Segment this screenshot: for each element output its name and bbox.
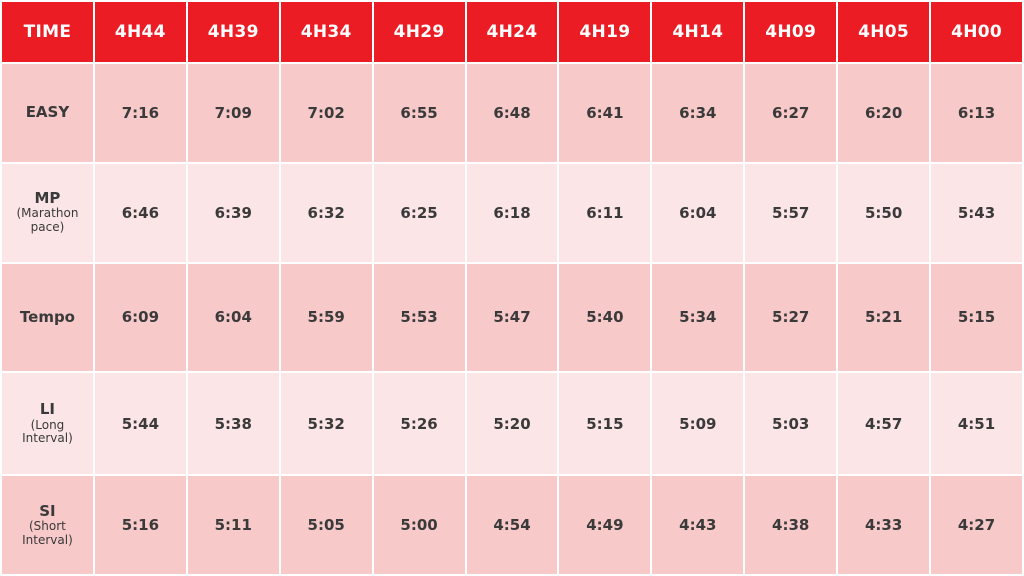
pace-cell: 6:13 [931, 64, 1022, 162]
row-label-main: EASY [25, 103, 70, 122]
pace-cell: 6:41 [559, 64, 651, 162]
row-label-main: MP [34, 189, 61, 208]
row-label-sub: (Long Interval) [22, 417, 73, 446]
pace-cell: 6:18 [466, 163, 558, 262]
pace-cell: 5:44 [94, 373, 186, 475]
pace-cell: 7:16 [94, 64, 186, 162]
pace-cell: 6:27 [745, 64, 837, 162]
pace-cell: 5:09 [652, 373, 744, 475]
row-label: EASY [2, 64, 93, 162]
pace-cell: 5:47 [466, 263, 558, 372]
pace-cell: 4:54 [466, 476, 558, 574]
header-time-cell: 4H09 [745, 2, 837, 62]
pace-cell: 5:11 [187, 476, 279, 574]
pace-cell: 5:21 [838, 263, 930, 372]
pace-cell: 7:09 [187, 64, 279, 162]
pace-cell: 7:02 [280, 64, 372, 162]
pace-row-mp: MP (Marathon pace) 6:46 6:39 6:32 6:25 6… [2, 163, 1022, 262]
pace-cell: 5:20 [466, 373, 558, 475]
pace-cell: 6:32 [280, 163, 372, 262]
row-label: Tempo [2, 263, 93, 372]
header-time-cell: 4H05 [838, 2, 930, 62]
pace-cell: 4:38 [745, 476, 837, 574]
header-time-cell: 4H39 [187, 2, 279, 62]
pace-cell: 5:00 [373, 476, 465, 574]
pace-cell: 5:26 [373, 373, 465, 475]
row-label-sub: (Short Interval) [22, 518, 73, 547]
pace-cell: 5:27 [745, 263, 837, 372]
pace-cell: 4:57 [838, 373, 930, 475]
pace-cell: 5:43 [931, 163, 1022, 262]
row-label-main: Tempo [19, 307, 75, 326]
header-time-cell: 4H19 [559, 2, 651, 62]
row-label: LI (Long Interval) [2, 373, 93, 475]
pace-cell: 4:27 [931, 476, 1022, 574]
pace-cell: 5:38 [187, 373, 279, 475]
pace-cell: 4:49 [559, 476, 651, 574]
pace-cell: 5:16 [94, 476, 186, 574]
row-label-main: LI [39, 400, 56, 419]
pace-cell: 6:39 [187, 163, 279, 262]
pace-cell: 5:40 [559, 263, 651, 372]
header-time-cell: 4H24 [466, 2, 558, 62]
header-time-cell: 4H44 [94, 2, 186, 62]
row-label-sub: (Marathon pace) [16, 206, 79, 235]
pace-cell: 6:34 [652, 64, 744, 162]
pace-cell: 5:57 [745, 163, 837, 262]
pace-cell: 6:25 [373, 163, 465, 262]
pace-cell: 5:50 [838, 163, 930, 262]
pace-cell: 5:34 [652, 263, 744, 372]
pace-row-li: LI (Long Interval) 5:44 5:38 5:32 5:26 5… [2, 373, 1022, 475]
pace-cell: 6:46 [94, 163, 186, 262]
header-time-cell: 4H14 [652, 2, 744, 62]
pace-cell: 5:53 [373, 263, 465, 372]
row-label: MP (Marathon pace) [2, 163, 93, 262]
pace-row-easy: EASY 7:16 7:09 7:02 6:55 6:48 6:41 6:34 … [2, 64, 1022, 162]
row-label: SI (Short Interval) [2, 476, 93, 574]
pace-cell: 4:43 [652, 476, 744, 574]
pace-row-tempo: Tempo 6:09 6:04 5:59 5:53 5:47 5:40 5:34… [2, 263, 1022, 372]
header-time-cell: 4H00 [931, 2, 1022, 62]
header-row: TIME 4H44 4H39 4H34 4H29 4H24 4H19 4H14 … [2, 2, 1022, 62]
pace-cell: 6:48 [466, 64, 558, 162]
pace-cell: 6:11 [559, 163, 651, 262]
pace-cell: 5:32 [280, 373, 372, 475]
pace-cell: 6:04 [652, 163, 744, 262]
pace-cell: 5:59 [280, 263, 372, 372]
pace-cell: 5:15 [559, 373, 651, 475]
pace-cell: 5:05 [280, 476, 372, 574]
header-time-cell: 4H29 [373, 2, 465, 62]
header-time-cell: 4H34 [280, 2, 372, 62]
header-time-label: TIME [2, 2, 93, 62]
pace-cell: 6:55 [373, 64, 465, 162]
row-label-main: SI [39, 501, 56, 520]
pace-row-si: SI (Short Interval) 5:16 5:11 5:05 5:00 … [2, 476, 1022, 574]
pace-cell: 6:20 [838, 64, 930, 162]
pace-cell: 5:15 [931, 263, 1022, 372]
pace-cell: 5:03 [745, 373, 837, 475]
pace-cell: 6:04 [187, 263, 279, 372]
pace-cell: 6:09 [94, 263, 186, 372]
pace-cell: 4:51 [931, 373, 1022, 475]
pace-cell: 4:33 [838, 476, 930, 574]
